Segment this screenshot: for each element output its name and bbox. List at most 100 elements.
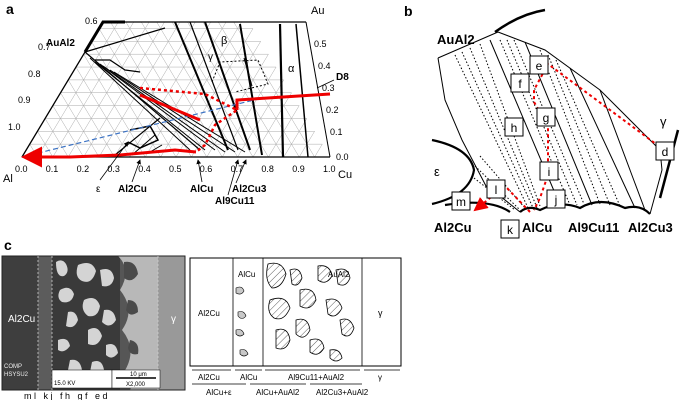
point-box-m (451, 191, 471, 211)
grid-line-al (98, 28, 177, 157)
schem-al2cu: Al2Cu (198, 309, 220, 318)
diffusion-path-b (533, 62, 665, 211)
point-box-e (529, 55, 549, 75)
phase-al9cu11-b: Al9Cu11 (568, 220, 619, 235)
point-box-l (486, 179, 506, 199)
grid-line-al (129, 22, 238, 157)
grid-line-cu (283, 118, 308, 157)
bottom-tick: 0.5 (169, 164, 182, 174)
diffusion-path-dashed (139, 86, 240, 153)
grid-line-al (60, 92, 100, 157)
phase-al9cu11-a: Al9Cu11 (215, 196, 255, 207)
b-left-edge (437, 57, 521, 213)
panel-c-letter: c (4, 237, 12, 253)
grid-line-cu (160, 22, 246, 157)
grid-line-al (106, 22, 192, 157)
phase-boundaries (83, 20, 309, 158)
schem-gamma: γ (378, 308, 383, 318)
grid-line-cu (37, 22, 184, 157)
phase-al2cu3-a: Al2Cu3 (232, 184, 267, 195)
au-tick: 0.1 (330, 127, 343, 137)
bottom-tick: 0.1 (46, 164, 59, 174)
point-box-k (500, 219, 520, 239)
phase-beta: β (221, 35, 227, 47)
b-lower-right-edge (649, 169, 663, 215)
point-box-j (546, 189, 566, 209)
grid-line-cu (98, 22, 215, 157)
point-label-i: i (548, 165, 551, 179)
left-tick: 0.8 (28, 69, 41, 79)
phase-epsilon-a: ε (96, 184, 101, 195)
schem-auAl2: AuAl2 (328, 270, 350, 279)
phase-auAl2-a: AuAl2 (46, 38, 75, 49)
phase-alcu-a: AlCu (190, 184, 213, 195)
phase-al2cu-b: Al2Cu (434, 220, 472, 235)
grid-line-al (114, 22, 208, 157)
point-box-i (539, 161, 559, 181)
au-tick: 0.5 (314, 39, 327, 49)
au-tick: 0.6 (85, 16, 98, 26)
bottom-tick: 0.9 (292, 164, 305, 174)
al2cu-leader (131, 159, 141, 183)
grid-line-al (67, 79, 115, 157)
point-label-e: e (536, 59, 543, 73)
ternary-grid (29, 22, 323, 157)
grid-line-al (44, 118, 69, 157)
micrograph: Al2Cu γ COMP HSYSU2 15.0 KV 10 μm X2,000… (1, 255, 186, 400)
phase-gamma-b: γ (660, 114, 667, 129)
al9cu11-leader (227, 159, 240, 196)
micro-comp: COMP (4, 364, 22, 370)
point-label-f: f (518, 77, 522, 91)
bottom-tick: 0.3 (107, 164, 120, 174)
phase-al2cu-a: Al2Cu (118, 184, 147, 195)
phase-al2cu3-b: Al2Cu3 (628, 220, 673, 235)
panel-a: a 0.0 0.1 0.2 0.3 0.4 0.5 0.6 0.7 0.8 0.9 1.00.60.… (3, 1, 352, 207)
below-al9cu11-auAl2: Al9Cu11+AuAl2 (288, 373, 345, 382)
left-tick: 0.7 (38, 42, 51, 52)
grid-line-cu (221, 66, 277, 157)
bottom-tick: 0.6 (200, 164, 213, 174)
point-label-d: d (662, 145, 669, 159)
point-label-g: g (543, 111, 550, 125)
diffusion-path-solid (28, 92, 331, 159)
bottom-tick: 0.0 (15, 164, 28, 174)
left-tick: 0.9 (18, 95, 31, 105)
below-al2cu3-auAl2: Al2Cu3+AuAl2 (316, 388, 369, 397)
grid-line-cu (67, 22, 200, 157)
gamma-boundary (658, 129, 680, 199)
below-alcu-auAl2: AlCu+AuAl2 (256, 388, 300, 397)
micro-kv: 15.0 KV (54, 381, 75, 387)
micro-mag: X2,000 (126, 382, 146, 388)
panel-c: c (1, 237, 402, 400)
panel-a-letter: a (6, 1, 14, 17)
point-label-j: j (554, 193, 558, 207)
point-labels: ef g h ij k l m d (451, 55, 675, 239)
bottom-tick: 0.2 (77, 164, 90, 174)
corner-cu: Cu (338, 169, 352, 181)
point-box-d (655, 141, 675, 161)
micro-scale: 10 μm (130, 372, 147, 378)
point-box-g (536, 107, 556, 127)
au-axis (305, 21, 331, 158)
epsilon-region (431, 138, 476, 206)
below-gamma: γ (378, 373, 382, 382)
corner-au: Au (311, 5, 324, 17)
point-label-m: m (456, 195, 466, 209)
grid-line-al (160, 22, 300, 157)
bottom-tick: 0.8 (261, 164, 274, 174)
schem-alcu: AlCu (238, 270, 255, 279)
phase-d8: D8 (336, 72, 349, 83)
tie-lines (454, 39, 621, 213)
epsilon-leader (99, 141, 129, 181)
phase-epsilon-b: ε (434, 164, 440, 179)
below-alcu-eps: AlCu+ε (206, 388, 232, 397)
schematic: Al2Cu AlCu AuAl2 γ Al2Cu AlCu Al9Cu11+Au… (189, 257, 402, 397)
micro-al2cu: Al2Cu (8, 314, 35, 325)
grid-line-al (137, 22, 254, 157)
below-al2cu: Al2Cu (198, 373, 220, 382)
grid-line-al (152, 22, 285, 157)
bottom-tick: 1.0 (323, 164, 336, 174)
panel-b: b (404, 3, 680, 239)
bottom-tick: 0.7 (231, 164, 244, 174)
